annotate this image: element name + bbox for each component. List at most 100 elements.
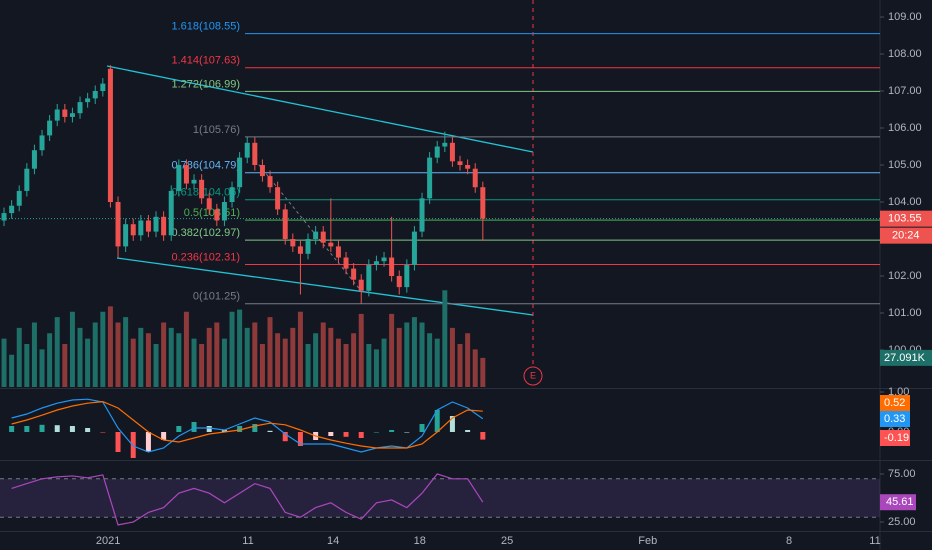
macd-value-label: -0.19 [884,432,909,444]
volume-bar [290,327,296,387]
volume-bar [47,333,53,387]
candle-body [107,68,113,203]
volume-bar [199,344,205,387]
volume-bar [472,349,478,387]
candle-body [24,168,30,191]
volume-bar [449,327,455,387]
y-tick-label: 108.00 [888,48,922,60]
candle-body [411,231,417,265]
x-tick-label: Feb [638,535,657,547]
candle-body [328,242,334,247]
macd-histogram-bar [176,426,182,432]
last-price-tag [880,210,932,227]
candle-body [442,142,448,147]
trend-line [116,257,534,316]
volume-bar [259,344,265,387]
fib-label: 1.414(107.63) [172,55,241,67]
volume-bar [138,327,144,387]
candle-body [282,209,288,240]
volume-bar [351,333,357,387]
macd-value-tag [880,430,910,446]
volume-bar [54,317,60,387]
y-tick-label: 104.00 [888,196,922,208]
fib-label: 0.382(102.97) [172,227,241,239]
macd-histogram-bar [282,432,288,442]
candle-body [244,142,250,158]
macd-value-tag [880,395,910,411]
candle-body [161,216,167,236]
rsi-value-label: 45.61 [886,496,914,508]
volume-bar [100,311,106,387]
volume-bar [275,333,281,387]
volume-bar [237,309,243,387]
volume-bar [145,333,151,387]
volume-bar [465,333,471,387]
macd-histogram-bar [100,432,106,433]
volume-bar [161,322,167,387]
volume-bar [214,322,220,387]
rsi-line [11,473,484,526]
candle-body [351,268,357,280]
candle-body [297,246,303,254]
macd-histogram-bar [449,416,455,432]
rsi-band [0,478,880,518]
y-tick-label: 75.00 [888,468,916,480]
candle-body [434,146,440,158]
candle-body [206,198,212,210]
volume-bar [176,333,182,387]
volume-bar [373,349,379,387]
macd-value-tag [880,411,910,427]
y-tick-label: 1.00 [888,386,909,398]
macd-line [11,400,483,449]
volume-bar [24,344,30,387]
countdown-tag [880,227,932,244]
candle-body [62,109,68,117]
candle-body [191,179,197,184]
candle-body [176,165,182,191]
last-price-label: 103.55 [888,213,922,225]
candle-body [145,220,151,232]
volume-bar [267,317,273,387]
candle-body [123,224,129,247]
macd-histogram-bar [237,426,243,432]
macd-histogram-bar [373,432,379,433]
macd-histogram-bar [389,430,395,432]
macd-histogram-bar [465,430,471,432]
macd-value-label: 0.52 [884,397,905,409]
volume-bar [366,344,372,387]
candle-body [229,187,235,203]
volume-bar [31,322,37,387]
macd-histogram-bar [24,426,30,432]
event-marker[interactable] [523,366,543,386]
rsi-value-tag [880,494,916,511]
macd-histogram-bar [206,426,212,432]
candle-body [457,161,463,166]
volume-bar [244,327,250,387]
candle-body [419,198,425,232]
candle-body [259,165,265,177]
volume-tag [880,349,932,366]
candle-body [472,168,478,188]
candle-body [358,279,364,291]
volume-bar [313,333,319,387]
candle-body [168,190,174,236]
fib-label: 0.786(104.79) [172,160,241,172]
candle-body [77,102,83,114]
x-tick-label: 2021 [96,535,120,547]
volume-bar [92,322,98,387]
volume-bar [297,311,303,387]
macd-histogram-bar [297,432,303,446]
volume-bar [434,338,440,387]
macd-value-label: 0.33 [884,413,905,425]
y-tick-label: 105.00 [888,159,922,171]
candle-body [343,257,349,269]
volume-label: 27.091K [884,352,926,364]
candle-body [335,246,341,258]
fib-label: 0.5(103.51) [184,207,240,219]
candle-body [427,157,433,199]
fib-label: 0.618(104.06) [172,187,241,199]
candle-body [183,165,189,184]
candle-body [320,231,326,243]
y-tick-label: 102.00 [888,270,922,282]
candle-body [221,202,227,221]
